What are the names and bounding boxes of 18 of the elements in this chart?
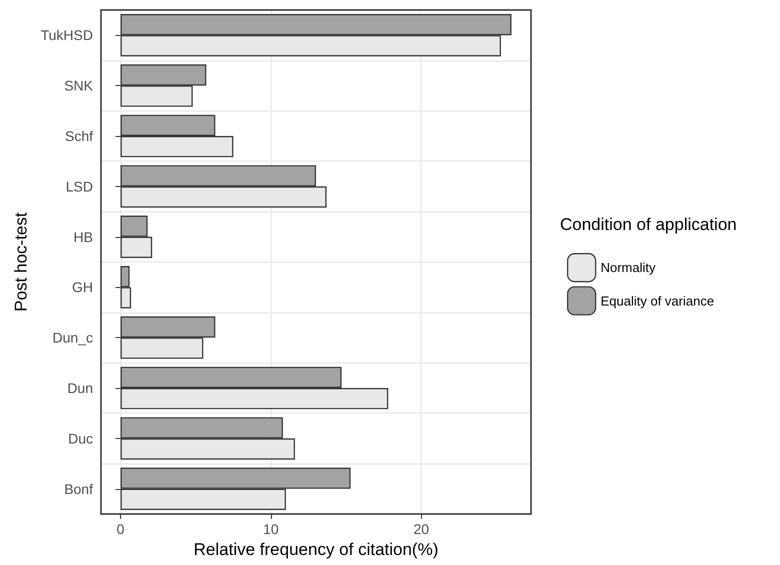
y-tick-label: Dun [67,380,93,396]
x-axis-title: Relative frequency of citation(%) [194,540,438,559]
y-tick-label: Schf [64,128,94,144]
y-tick-label: Dun_c [52,330,93,346]
x-tick-label: 0 [116,521,125,537]
y-tick-label: LSD [66,178,93,194]
y-tick-label: HB [74,228,93,245]
legend-title: Condition of application [560,215,737,234]
y-axis-title: Post hoc-test [12,212,31,312]
x-tick-label: 20 [413,521,430,537]
y-tick-label: GH [72,279,93,296]
y-tick-label: Duc [68,430,93,446]
x-tick-label: 10 [263,521,279,537]
legend-label: Equality of variance [600,293,714,308]
y-tick-label: TukHSD [40,27,93,44]
legend-label: Normality [600,260,656,276]
y-tick-label: SNK [64,78,94,94]
y-tick-label: Bonf [64,480,94,497]
